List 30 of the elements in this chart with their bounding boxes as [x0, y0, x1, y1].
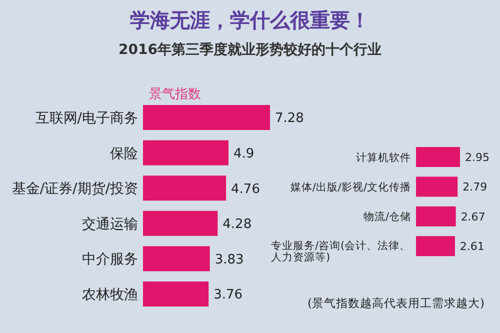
- data-label: 2.61: [460, 240, 484, 254]
- data-label: 7.28: [275, 111, 304, 126]
- bar: [143, 140, 228, 166]
- data-label: 2.79: [462, 180, 488, 194]
- y-tick-label: 基金/证券/期货/投资: [12, 181, 138, 198]
- y-tick-label: 农林牧渔: [82, 287, 138, 304]
- y-tick-label: 计算机软件: [356, 150, 411, 164]
- y-tick-label: 保险: [110, 146, 138, 162]
- y-tick-label: 专业服务/咨询(会计、法律、人力资源等): [271, 238, 411, 264]
- chart-title: 学海无涯，学什么很重要！: [130, 8, 370, 32]
- y-tick-label: 中介服务: [82, 252, 138, 268]
- data-label: 4.9: [233, 146, 254, 162]
- bar: [143, 246, 210, 272]
- y-tick-label: 物流/仓储: [363, 210, 411, 224]
- bar: [143, 105, 270, 130]
- x-axis-title: 景气指数: [149, 87, 201, 102]
- data-label: 4.28: [222, 217, 252, 232]
- bar: [143, 282, 209, 306]
- data-label: 2.67: [460, 210, 486, 224]
- text: (景气指数越高代表用工需求越大): [308, 296, 484, 310]
- bar: [143, 176, 226, 201]
- chart-subtitle: 2016年第三季度就业形势较好的十个行业: [118, 41, 382, 58]
- data-label: 4.76: [231, 182, 260, 197]
- y-tick-label: 交通运输: [82, 216, 138, 232]
- bar: [143, 210, 218, 236]
- data-label: 2.95: [465, 150, 490, 164]
- y-tick-label: 互联网/电子商务: [35, 110, 138, 127]
- data-label: 3.76: [214, 288, 243, 303]
- data-label: 3.83: [214, 252, 244, 268]
- y-tick-label: 媒体/出版/影视/文化传播: [290, 180, 411, 194]
